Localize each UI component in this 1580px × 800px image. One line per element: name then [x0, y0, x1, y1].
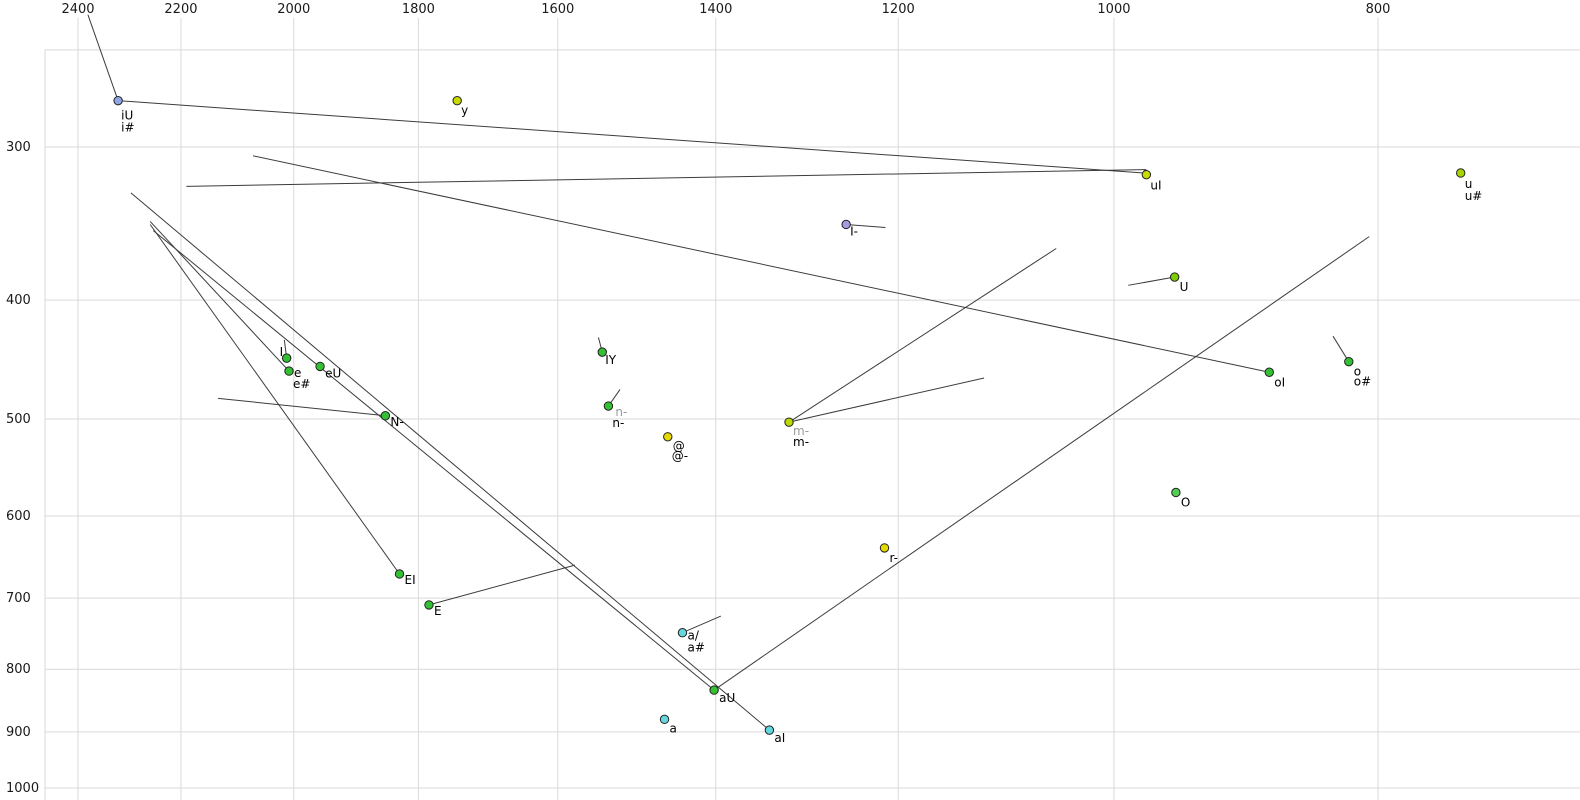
data-point-E[interactable] [424, 600, 434, 610]
point-label-oI: oI [1274, 375, 1285, 389]
point-label-IY: IY [605, 353, 617, 367]
data-point-aI[interactable] [764, 725, 775, 735]
data-point-rdash[interactable] [879, 543, 890, 553]
trajectory-aIdashglide [130, 192, 770, 731]
trajectory-Idashdashdashglide [846, 223, 886, 229]
point-label-O: O [1181, 495, 1190, 509]
data-point-o[interactable] [1344, 356, 1354, 367]
point-label-ndash-1: n- [612, 416, 624, 430]
point-label-eU: eU [325, 366, 341, 380]
point-label-ihash-1: i# [121, 121, 134, 135]
point-label-o: o [1354, 365, 1361, 379]
data-point-IY[interactable] [597, 347, 607, 357]
point-label-I: I [280, 345, 284, 359]
data-point-Ndash[interactable] [380, 411, 391, 421]
point-label-y: y [461, 104, 468, 118]
y-tick-label-700: 700 [6, 591, 31, 606]
point-label-atdash-1: @- [672, 449, 688, 463]
x-tick-label-2200: 2200 [164, 2, 197, 17]
x-tick-label-1000: 1000 [1097, 2, 1130, 17]
point-label-u: u [1465, 177, 1473, 191]
point-label-U: U [1180, 280, 1189, 294]
point-label-E: E [434, 604, 442, 618]
point-label-iU: iU [121, 109, 133, 123]
data-point-iU[interactable] [113, 95, 123, 106]
point-label-Idash: I- [850, 224, 858, 238]
point-label-EI: EI [405, 573, 416, 587]
y-tick-label-1000: 1000 [6, 781, 39, 796]
y-tick-label-800: 800 [6, 662, 31, 677]
data-point-at[interactable] [663, 432, 673, 442]
trajectory-Udashglide [1128, 276, 1175, 286]
data-point-eU[interactable] [315, 361, 325, 372]
point-label-uhash-1: u# [1465, 189, 1483, 203]
y-tick-label-500: 500 [6, 412, 31, 427]
point-label-rdash: r- [889, 551, 898, 565]
data-point-O[interactable] [1171, 487, 1181, 498]
point-label-at: @ [673, 439, 685, 453]
trajectory-oIdashglide [252, 155, 1270, 373]
trajectory-mdashglidedash2 [788, 377, 985, 423]
point-label-Ndash: N- [390, 415, 403, 429]
trajectory-aUdashfrontdashglide [153, 230, 715, 691]
trajectory-Edashglide [428, 564, 576, 606]
trajectory-odashglide [1332, 335, 1350, 362]
point-label-ndash: n- [615, 405, 627, 419]
data-point-I[interactable] [281, 353, 292, 363]
data-point-aU[interactable] [709, 685, 719, 695]
data-point-Idash[interactable] [841, 219, 851, 230]
trajectory-mdashglidedash1 [788, 248, 1057, 423]
trajectory-adashslashdashglide [682, 615, 722, 634]
point-label-a: a [670, 721, 677, 735]
x-tick-label-1400: 1400 [699, 2, 732, 17]
y-tick-label-300: 300 [6, 140, 31, 155]
trajectory-iUdashentry [87, 14, 119, 101]
y-tick-label-900: 900 [6, 725, 31, 740]
x-tick-label-1800: 1800 [402, 2, 435, 17]
trajectory-aUdashbackdashglide [713, 236, 1370, 691]
point-label-aU: aU [719, 691, 735, 705]
x-tick-label-2400: 2400 [61, 2, 94, 17]
point-label-aslash: a/ [687, 629, 699, 643]
point-label-uI: uI [1150, 179, 1161, 193]
point-label-ohash-1: o# [1354, 375, 1371, 389]
point-label-aI: aI [774, 731, 785, 745]
y-tick-label-400: 400 [6, 293, 31, 308]
data-point-uI[interactable] [1141, 169, 1152, 180]
y-tick-label-600: 600 [6, 509, 31, 524]
point-label-e: e [294, 366, 301, 380]
point-label-ehash-1: e# [293, 377, 310, 391]
data-point-a[interactable] [659, 714, 670, 725]
data-point-ndash[interactable] [603, 401, 614, 411]
data-point-U[interactable] [1169, 272, 1180, 282]
data-point-u[interactable] [1456, 168, 1466, 178]
x-tick-label-1200: 1200 [882, 2, 915, 17]
trajectory-EIdashglide [149, 224, 400, 575]
trajectory-uIdashglide [186, 169, 1147, 187]
point-label-ahash-1: a# [687, 641, 704, 655]
x-tick-label-2000: 2000 [277, 2, 310, 17]
data-point-e[interactable] [284, 366, 294, 376]
x-tick-label-1600: 1600 [541, 2, 574, 17]
data-point-y[interactable] [452, 95, 462, 106]
data-point-mdash[interactable] [784, 417, 794, 427]
data-point-EI[interactable] [394, 569, 405, 579]
x-tick-label-800: 800 [1366, 2, 1391, 17]
trajectory-Ndashglide [218, 397, 386, 417]
data-point-oI[interactable] [1264, 367, 1274, 377]
data-point-aslash[interactable] [677, 628, 688, 638]
point-label-mdash-1: m- [793, 435, 809, 449]
point-label-mdash: m- [793, 424, 809, 438]
trajectory-iUdashglide [118, 100, 1144, 174]
